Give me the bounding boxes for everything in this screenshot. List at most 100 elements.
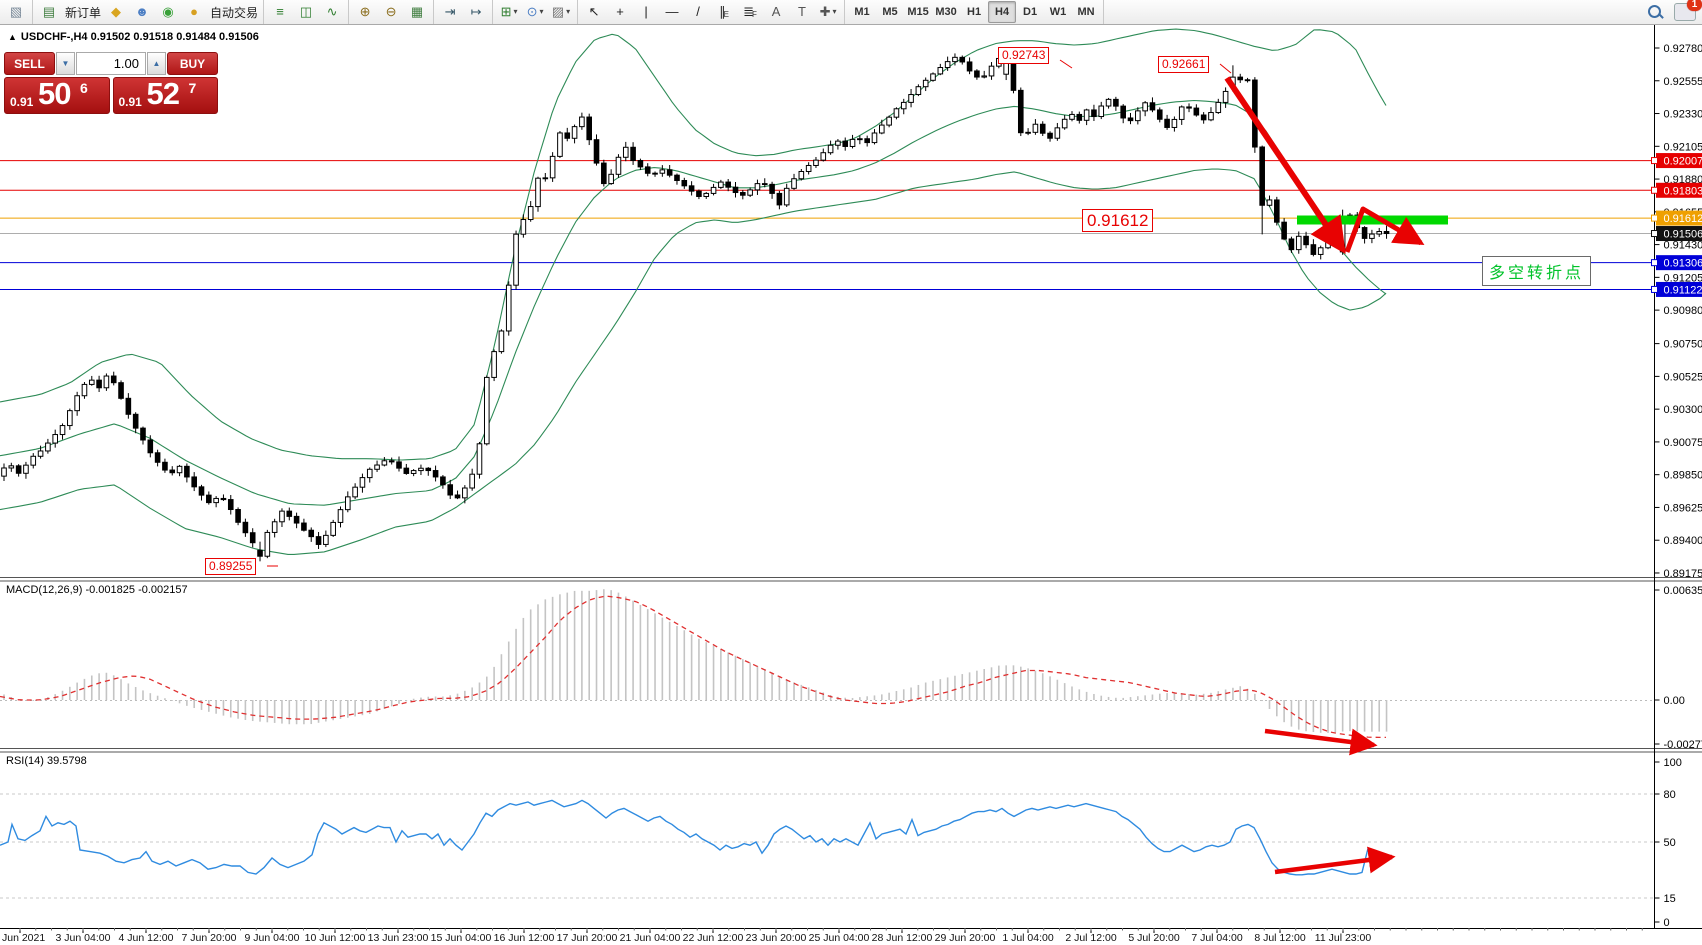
vertical-line-icon[interactable]: | bbox=[644, 4, 648, 19]
price-axis-tick: 0.89850 bbox=[1664, 470, 1702, 482]
new-order-icon-label: 新订单 bbox=[65, 5, 102, 20]
price-axis-tick: 0.90300 bbox=[1664, 404, 1702, 416]
price-label-key-level-0.91612[interactable]: 0.91612 bbox=[1082, 209, 1154, 232]
timeframe-mn-button[interactable]: MN bbox=[1077, 6, 1095, 18]
price-axis-tick: 0.92555 bbox=[1664, 76, 1702, 88]
tile-windows-icon[interactable]: ▦ bbox=[410, 4, 424, 19]
rsi-axis-tick: 100 bbox=[1664, 757, 1682, 769]
date-axis-label: 28 Jun 12:00 bbox=[872, 932, 933, 944]
price-level-badge: 0.91612 bbox=[1664, 213, 1702, 225]
indicators-icon-dropdown[interactable]: ▾ bbox=[513, 7, 518, 16]
volume-decrease-button[interactable]: ▼ bbox=[56, 52, 75, 75]
rsi-line bbox=[0, 799, 1387, 876]
date-axis-label: 25 Jun 04:00 bbox=[809, 932, 870, 944]
timeframe-d1-button[interactable]: D1 bbox=[1023, 6, 1038, 18]
auto-scroll-icon[interactable]: ↦ bbox=[470, 4, 482, 19]
rsi-axis-tick: 80 bbox=[1664, 789, 1676, 801]
shapes-icon[interactable]: ✚ ▾ bbox=[816, 1, 840, 23]
timeframe-m1-button[interactable]: M1 bbox=[854, 6, 870, 18]
history-cone-icon[interactable]: ◆ bbox=[111, 4, 122, 19]
price-level-badge: 0.91306 bbox=[1664, 258, 1702, 270]
volume-increase-button[interactable]: ▲ bbox=[147, 52, 166, 75]
collapse-triangle-icon[interactable]: ▲ bbox=[8, 32, 17, 42]
date-axis-label: 23 Jun 20:00 bbox=[746, 932, 807, 944]
trend-arrow[interactable] bbox=[1274, 846, 1396, 875]
sell-button[interactable]: SELL bbox=[4, 52, 55, 75]
price-axis-tick: 0.89175 bbox=[1664, 568, 1702, 580]
date-axis-label: 8 Jul 12:00 bbox=[1254, 932, 1306, 944]
zoom-out-icon[interactable]: ⊖ bbox=[385, 4, 397, 19]
toolbar-group: ⊕ ⊖ ▦ bbox=[349, 0, 435, 24]
price-label-high-0.92743[interactable]: 0.92743 bbox=[998, 47, 1050, 64]
date-axis-label: 21 Jun 04:00 bbox=[620, 932, 681, 944]
date-axis-label: 4 Jun 12:00 bbox=[119, 932, 174, 944]
chart-shift-icon[interactable]: ⇥ bbox=[444, 4, 456, 19]
main-toolbar: ▧ ▤ 新订单 ◆ ☻ ◉ ● 自动交易 ≡ ◫ ∿ ⊕ ⊖ ▦ ⇥ ↦ ⊞ ▾ ⊙ ▾ ▨ ▾ ↖ + | — / ∥ E ≣ F A T ✚ ▾… bbox=[0, 0, 1702, 25]
cursor-icon[interactable]: ↖ bbox=[588, 4, 600, 19]
timeframe-h1-button[interactable]: H1 bbox=[967, 6, 982, 18]
templates-icon-dropdown[interactable]: ▾ bbox=[566, 7, 571, 16]
crosshair-icon[interactable]: + bbox=[616, 4, 624, 19]
buy-button[interactable]: BUY bbox=[167, 52, 218, 75]
notification-badge: 1 bbox=[1687, 0, 1702, 11]
candlestick-icon[interactable]: ◫ bbox=[299, 4, 313, 19]
ask-price-pip: 7 bbox=[188, 80, 197, 96]
trendline-icon[interactable]: / bbox=[696, 4, 700, 19]
price-label-high-0.92661[interactable]: 0.92661 bbox=[1158, 56, 1210, 73]
channel-icon[interactable]: ∥ E bbox=[719, 4, 729, 19]
one-click-trading-panel: SELL ▼ 1.00 ▲ BUY 0.91 50 6 0.91 52 7 bbox=[4, 52, 218, 114]
label-icon[interactable]: T bbox=[798, 4, 806, 19]
date-axis-label: 17 Jun 20:00 bbox=[557, 932, 618, 944]
chart-window-icon[interactable]: ▧ bbox=[9, 4, 23, 19]
toolbar-group: ▧ bbox=[0, 0, 33, 24]
date-axis-label: 7 Jul 04:00 bbox=[1191, 932, 1243, 944]
toolbar-group: ≡ ◫ ∿ bbox=[264, 0, 350, 24]
line-chart-icon[interactable]: ∿ bbox=[326, 4, 338, 19]
ask-price-button[interactable]: 0.91 52 7 bbox=[112, 77, 218, 114]
price-axis-tick: 0.90525 bbox=[1664, 371, 1702, 383]
zoom-in-icon[interactable]: ⊕ bbox=[359, 4, 371, 19]
horizontal-line-icon[interactable]: — bbox=[665, 4, 679, 19]
autotrade-icon[interactable]: ● bbox=[190, 4, 198, 19]
autotrade-icon-label: 自动交易 bbox=[210, 5, 259, 20]
price-label-low-0.89255[interactable]: 0.89255 bbox=[205, 558, 257, 575]
macd-axis-tick: -0.002779 bbox=[1664, 739, 1702, 751]
profile-icon[interactable]: ☻ bbox=[135, 4, 149, 19]
search-icon[interactable] bbox=[1646, 3, 1664, 21]
horizontal-level-lines[interactable] bbox=[0, 160, 1655, 290]
timeframe-w1-button[interactable]: W1 bbox=[1049, 6, 1067, 18]
new-order-icon[interactable]: ▤ bbox=[42, 4, 56, 19]
templates-icon[interactable]: ▨ ▾ bbox=[549, 1, 573, 23]
text-icon[interactable]: A bbox=[771, 4, 781, 19]
volume-input[interactable]: 1.00 bbox=[76, 52, 146, 75]
periods-icon-dropdown[interactable]: ▾ bbox=[539, 7, 544, 16]
trend-arrow[interactable] bbox=[1344, 206, 1425, 253]
indicators-icon[interactable]: ⊞ ▾ bbox=[497, 1, 521, 23]
bar-chart-icon[interactable]: ≡ bbox=[276, 4, 284, 19]
macd-axis-tick: 0.006351 bbox=[1664, 585, 1702, 597]
bid-price-main: 50 bbox=[38, 77, 71, 111]
timeframe-m15-button[interactable]: M15 bbox=[907, 6, 929, 18]
periods-icon[interactable]: ⊙ ▾ bbox=[523, 1, 547, 23]
timeframe-m30-button[interactable]: M30 bbox=[935, 6, 957, 18]
note-turning-point-label[interactable]: 多空转折点 bbox=[1482, 256, 1592, 286]
chat-icon[interactable]: 1 bbox=[1674, 0, 1702, 21]
timeframe-m5-button[interactable]: M5 bbox=[882, 6, 898, 18]
trend-arrow[interactable] bbox=[1264, 728, 1378, 756]
trend-arrow[interactable] bbox=[1224, 76, 1346, 254]
price-level-badge: 0.92007 bbox=[1664, 156, 1702, 168]
highlight-green-bar[interactable] bbox=[1297, 215, 1448, 225]
timeframe-h4-button[interactable]: H4 bbox=[988, 1, 1017, 23]
axes: 0.927800.925550.923300.921050.918800.916… bbox=[0, 25, 1702, 944]
signal-icon[interactable]: ◉ bbox=[162, 4, 174, 19]
rsi-panel bbox=[0, 793, 1654, 899]
bid-price-button[interactable]: 0.91 50 6 bbox=[4, 77, 110, 114]
fibonacci-icon[interactable]: ≣ F bbox=[743, 4, 757, 19]
price-level-badge: 0.91122 bbox=[1664, 284, 1702, 296]
date-axis-label: 3 Jun 04:00 bbox=[56, 932, 111, 944]
price-level-badge: 0.91506 bbox=[1664, 229, 1702, 241]
symbol-header: ▲ USDCHF-,H4 0.91502 0.91518 0.91484 0.91… bbox=[8, 31, 259, 43]
shapes-icon-dropdown[interactable]: ▾ bbox=[832, 7, 837, 16]
